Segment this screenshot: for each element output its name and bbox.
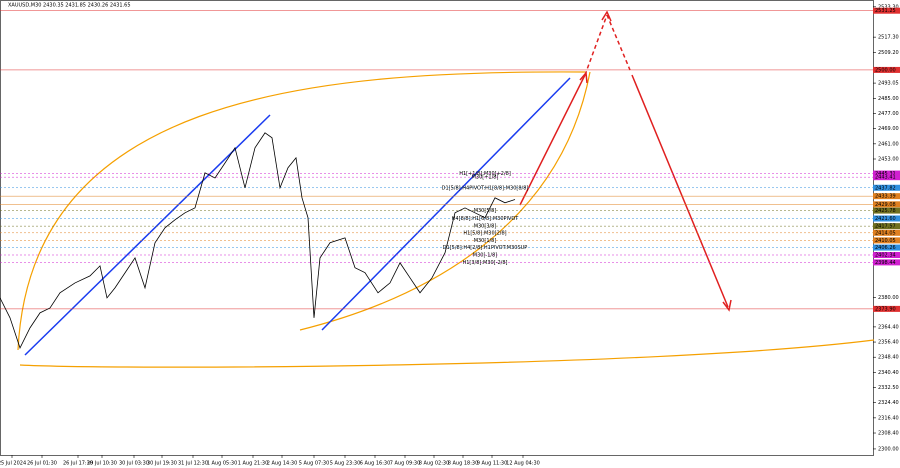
y-tick-label: 2509.20 bbox=[878, 50, 899, 56]
price-label: 2433.39 bbox=[875, 194, 896, 200]
y-tick-label: 2300.00 bbox=[878, 446, 899, 452]
price-box bbox=[873, 174, 900, 181]
price-label: 2373.90 bbox=[875, 306, 896, 312]
level-text: D1[5/8]:H4PIVOT:H1[8/8]:M30[8/8] bbox=[442, 185, 529, 191]
y-tick-label: 2533.30 bbox=[878, 4, 899, 10]
y-tick-label: 2453.00 bbox=[878, 156, 899, 162]
y-tick-label: 2324.40 bbox=[878, 400, 899, 406]
price-label: 2445.31 bbox=[875, 171, 896, 177]
price-box bbox=[873, 66, 900, 73]
price-label: 2406.26 bbox=[875, 245, 896, 251]
level-text: M30[-1/8] bbox=[473, 252, 497, 258]
chart-title: XAUUSD,M30 2430.35 2431.85 2430.26 2431.… bbox=[8, 3, 131, 9]
x-tick-label: 26 Jul 17:30 bbox=[63, 461, 93, 467]
annotations bbox=[17, 10, 875, 368]
price-box bbox=[873, 7, 900, 14]
forecast-arrow bbox=[606, 14, 631, 71]
price-label: 2410.05 bbox=[875, 238, 896, 244]
price-label: 2402.34 bbox=[875, 252, 896, 258]
y-tick-label: 2469.00 bbox=[878, 126, 899, 132]
price-box bbox=[873, 237, 900, 244]
y-tick-label: 2308.40 bbox=[878, 431, 899, 437]
x-tick-label: 6 Aug 16:30 bbox=[360, 461, 391, 467]
trend-line bbox=[24, 114, 271, 356]
y-tick-label: 2316.40 bbox=[878, 415, 899, 421]
x-tick-label: 31 Jul 12:30 bbox=[178, 461, 208, 467]
x-tick-label: 1 Aug 05:30 bbox=[207, 461, 238, 467]
arrow-head bbox=[601, 10, 612, 22]
price-box bbox=[873, 229, 900, 236]
y-tick-label: 2348.40 bbox=[878, 355, 899, 361]
forecast-arrow bbox=[519, 74, 586, 206]
level-text: M30[1/8] bbox=[474, 238, 497, 244]
price-box bbox=[873, 184, 900, 191]
price-label: 2425.78 bbox=[875, 208, 896, 214]
channel-curve bbox=[299, 71, 591, 331]
level-text: H1[5/8]:M30[2/8] bbox=[463, 230, 506, 236]
price-label: 2500.00 bbox=[875, 67, 896, 73]
price-box bbox=[873, 244, 900, 251]
y-tick-label: 2364.40 bbox=[878, 324, 899, 330]
arrow-head bbox=[579, 71, 588, 84]
price-box bbox=[873, 215, 900, 222]
level-text: H1[3/8]:M30[-2/8] bbox=[462, 260, 507, 266]
price-box bbox=[873, 193, 900, 200]
x-tick-label: 1 Aug 21:30 bbox=[238, 461, 269, 467]
x-tick-label: 25 Jul 2024 bbox=[0, 461, 26, 467]
y-tick-label: 2380.00 bbox=[878, 295, 899, 301]
level-text: M30[5/8] bbox=[474, 208, 497, 214]
y-tick-label: 2477.00 bbox=[878, 111, 899, 117]
price-box bbox=[873, 259, 900, 266]
price-label: 2417.57 bbox=[875, 224, 896, 230]
price-label: 2414.05 bbox=[875, 230, 896, 236]
y-tick-label: 2493.05 bbox=[878, 81, 899, 87]
x-tick-label: 8 Aug 18:30 bbox=[448, 461, 479, 467]
forecast-arrow bbox=[631, 74, 729, 308]
price-box bbox=[873, 305, 900, 312]
channel-curve bbox=[17, 71, 586, 351]
y-tick-label: 2332.50 bbox=[878, 385, 899, 391]
level-text: H4[8/8]:H1[6/8]:M30PIVOT bbox=[452, 216, 520, 222]
price-label: 2429.08 bbox=[875, 202, 896, 208]
x-tick-label: 12 Aug 04:30 bbox=[506, 461, 540, 467]
x-tick-label: 8 Aug 02:30 bbox=[419, 461, 450, 467]
y-tick-label: 2461.00 bbox=[878, 141, 899, 147]
price-box bbox=[873, 201, 900, 208]
y-tick-label: 2340.40 bbox=[878, 370, 899, 376]
level-text: D1[5/8]:H4[2/8]:H1PIVOT:M30SUP bbox=[443, 245, 528, 251]
price-label: 2443.41 bbox=[875, 175, 896, 181]
price-label: 2437.82 bbox=[875, 185, 896, 191]
forecast-arrow bbox=[584, 14, 608, 76]
x-tick-label: 9 Aug 11:30 bbox=[477, 461, 508, 467]
price-line bbox=[0, 132, 516, 349]
arrow-head bbox=[722, 299, 732, 312]
price-box bbox=[873, 207, 900, 214]
x-tick-label: 5 Aug 23:30 bbox=[330, 461, 361, 467]
y-tick-label: 2517.30 bbox=[878, 35, 899, 41]
x-tick-label: 26 Jul 01:30 bbox=[27, 461, 57, 467]
price-label: 2421.60 bbox=[875, 216, 896, 222]
price-box bbox=[873, 170, 900, 177]
channel-curve bbox=[19, 339, 875, 368]
x-tick-label: 30 Jul 19:30 bbox=[147, 461, 177, 467]
x-tick-label: 30 Jul 03:30 bbox=[119, 461, 149, 467]
y-tick-label: 2485.00 bbox=[878, 96, 899, 102]
level-text: M30[+1/8] bbox=[472, 175, 499, 181]
price-box bbox=[873, 251, 900, 258]
price-label: 2398.44 bbox=[875, 260, 896, 266]
level-text: H1[+1/8]:M30[+2/8] bbox=[459, 171, 511, 177]
x-tick-label: 2 Aug 14:30 bbox=[267, 461, 298, 467]
level-text: M30[3/8] bbox=[474, 224, 497, 230]
x-tick-label: 29 Jul 10:30 bbox=[87, 461, 117, 467]
x-tick-label: 7 Aug 09:30 bbox=[390, 461, 421, 467]
trend-line bbox=[321, 77, 571, 331]
y-tick-label: 2356.40 bbox=[878, 340, 899, 346]
x-tick-label: 5 Aug 07:30 bbox=[299, 461, 330, 467]
price-box bbox=[873, 223, 900, 230]
price-label: 2531.25 bbox=[875, 8, 896, 14]
